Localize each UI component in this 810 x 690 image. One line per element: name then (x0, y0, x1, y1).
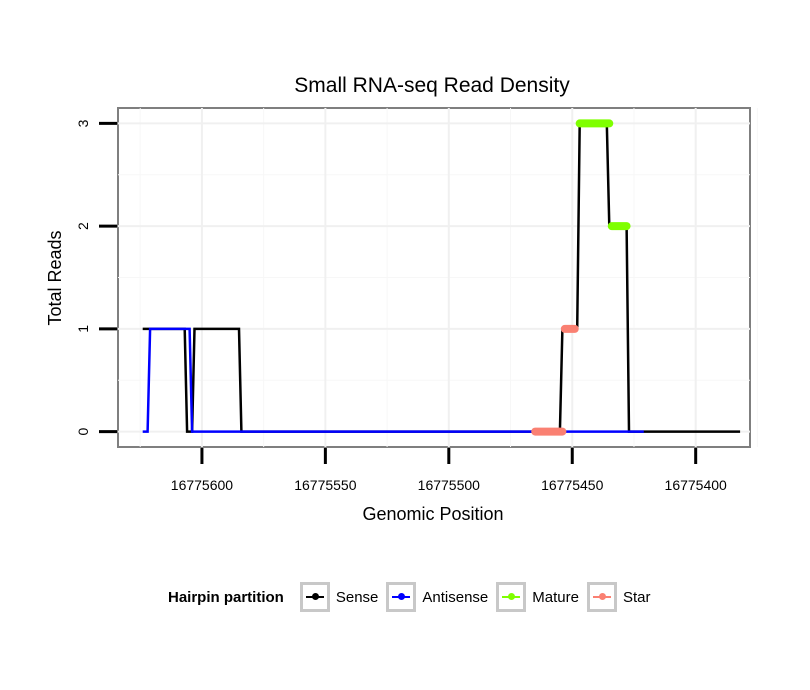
x-axis: 16775600 16775550 16775500 16775450 16775400 (171, 448, 727, 493)
legend-entry-mature: Mature (496, 582, 579, 612)
x-tick-label: 16775400 (665, 477, 728, 493)
legend-key-mature (496, 582, 527, 612)
legend-key-antisense (386, 582, 417, 612)
x-axis-label: Genomic Position (362, 504, 503, 524)
x-tick-label: 16775500 (418, 477, 481, 493)
legend-entry-antisense: Antisense (386, 582, 488, 612)
y-axis: 0 1 2 3 (75, 119, 117, 435)
x-tick-label: 16775450 (541, 477, 604, 493)
legend-label-mature: Mature (532, 588, 579, 606)
legend-title: Hairpin partition (168, 588, 284, 606)
y-axis-label: Total Reads (45, 230, 65, 325)
legend-entry-star: Star (586, 582, 651, 612)
legend-key-sense (299, 582, 330, 612)
legend-label-antisense: Antisense (422, 588, 489, 606)
legend-label-sense: Sense (335, 588, 379, 606)
y-tick-label: 3 (75, 119, 91, 127)
legend: Hairpin partition Sense Antisense Mature… (168, 580, 658, 614)
series-layer (142, 119, 741, 436)
x-tick-label: 16775550 (294, 477, 357, 493)
y-tick-label: 1 (75, 325, 91, 333)
x-tick-label: 16775600 (171, 477, 234, 493)
chart-title: Small RNA-seq Read Density (294, 74, 570, 97)
legend-key-star (586, 582, 617, 612)
legend-label-star: Star (622, 588, 651, 606)
series-line-antisense (142, 327, 644, 433)
legend-entry-sense: Sense (299, 582, 379, 612)
y-tick-label: 0 (75, 427, 91, 435)
y-tick-label: 2 (75, 222, 91, 230)
